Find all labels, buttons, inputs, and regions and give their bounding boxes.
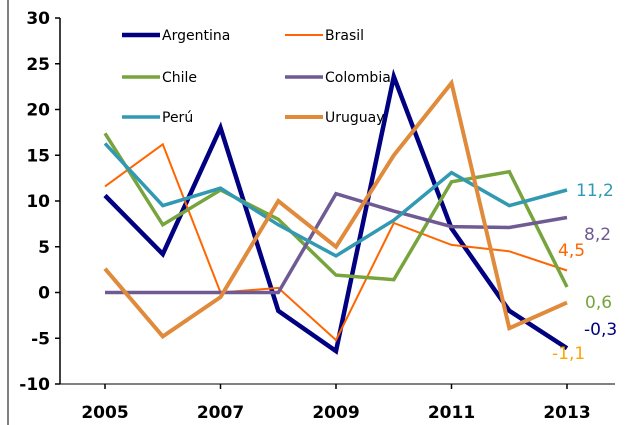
y-tick-label: 15 xyxy=(26,146,50,166)
end-label-per: 11,2 xyxy=(576,181,614,201)
x-tick-label: 2013 xyxy=(543,403,590,423)
legend-label-chile: Chile xyxy=(162,70,197,86)
series-line-colombia xyxy=(105,191,568,295)
end-label-brasil: 4,5 xyxy=(558,241,585,261)
end-label-argentina: -0,3 xyxy=(584,320,617,340)
x-tick-label: 2011 xyxy=(428,403,475,423)
y-tick-label: 0 xyxy=(38,284,50,304)
y-tick-label: 20 xyxy=(26,101,50,121)
x-tick-label: 2009 xyxy=(312,403,359,423)
axes: 30 25 20 15 10 5 0 -5 -10 2005 2007 2009 2011 2013 xyxy=(7,0,615,425)
y-tick-label: -5 xyxy=(31,329,50,349)
y-tick-label: -10 xyxy=(19,375,50,395)
series-line-uruguay xyxy=(103,78,568,340)
series-layer xyxy=(103,68,569,355)
x-tick-label: 2007 xyxy=(197,403,244,423)
end-label-chile: 0,6 xyxy=(585,293,612,313)
series-line-chile xyxy=(103,132,569,288)
legend-label-argentina: Argentina xyxy=(162,28,230,44)
legend-label-colombia: Colombia xyxy=(325,70,391,86)
end-label-uruguay: -1,1 xyxy=(552,344,585,364)
y-tick-label: 10 xyxy=(26,192,50,212)
legend: Argentina Brasil Chile Colombia Perú Uruguay xyxy=(122,28,391,126)
series-line-per xyxy=(103,142,568,258)
end-label-colombia: 8,2 xyxy=(584,225,611,245)
legend-label-brasil: Brasil xyxy=(325,28,364,44)
y-tick-label: 25 xyxy=(26,55,50,75)
x-tick-label: 2005 xyxy=(81,403,128,423)
end-labels: -0,3 4,5 0,6 8,2 11,2 -1,1 xyxy=(552,181,617,364)
legend-label-per: Perú xyxy=(162,110,193,126)
y-tick-label: 5 xyxy=(38,238,50,258)
y-tick-label: 30 xyxy=(26,9,50,29)
legend-label-uruguay: Uruguay xyxy=(325,110,385,126)
